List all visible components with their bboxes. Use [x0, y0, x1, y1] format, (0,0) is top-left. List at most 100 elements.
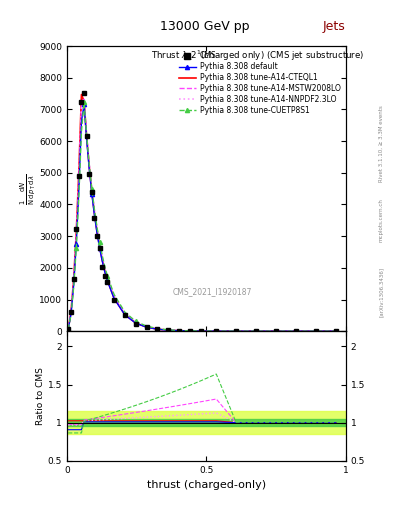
- Pythia 8.308 tune-A14-NNPDF2.3LO: [134, 319, 138, 326]
- Pythia 8.308 tune-CUETP8S1: [97, 240, 102, 246]
- Pythia 8.308 default: [71, 282, 76, 288]
- Pythia 8.308 tune-A14-MSTW2008LO: [97, 241, 102, 247]
- Pythia 8.308 tune-A14-NNPDF2.3LO: [294, 328, 298, 334]
- Pythia 8.308 tune-A14-CTEQL1: [214, 328, 219, 334]
- CMS: [254, 328, 259, 334]
- Pythia 8.308 default: [166, 327, 171, 333]
- CMS: [71, 276, 76, 282]
- Pythia 8.308 tune-CUETP8S1: [66, 326, 71, 332]
- CMS: [314, 328, 318, 334]
- Pythia 8.308 tune-A14-MSTW2008LO: [177, 328, 182, 334]
- Pythia 8.308 tune-CUETP8S1: [166, 327, 171, 333]
- Text: mcplots.cern.ch: mcplots.cern.ch: [379, 198, 384, 242]
- Pythia 8.308 tune-A14-CTEQL1: [177, 328, 182, 334]
- Pythia 8.308 default: [100, 258, 105, 264]
- CMS: [112, 297, 116, 303]
- Pythia 8.308 default: [66, 326, 71, 332]
- CMS: [294, 328, 298, 334]
- Pythia 8.308 tune-A14-NNPDF2.3LO: [84, 133, 89, 139]
- CMS: [92, 216, 97, 222]
- Pythia 8.308 tune-A14-NNPDF2.3LO: [105, 276, 110, 282]
- Pythia 8.308 default: [254, 328, 259, 334]
- Line: Pythia 8.308 tune-A14-CTEQL1: Pythia 8.308 tune-A14-CTEQL1: [68, 95, 336, 331]
- Pythia 8.308 tune-A14-CTEQL1: [71, 276, 76, 282]
- Text: CMS_2021_I1920187: CMS_2021_I1920187: [172, 287, 252, 296]
- Pythia 8.308 default: [103, 269, 107, 275]
- Pythia 8.308 tune-A14-CTEQL1: [105, 277, 110, 283]
- Pythia 8.308 default: [294, 328, 298, 334]
- Pythia 8.308 tune-CUETP8S1: [334, 328, 338, 334]
- Pythia 8.308 tune-A14-NNPDF2.3LO: [87, 163, 92, 169]
- Pythia 8.308 tune-A14-CTEQL1: [103, 268, 107, 274]
- Pythia 8.308 default: [177, 328, 182, 334]
- CMS: [188, 328, 193, 334]
- Line: CMS: CMS: [66, 90, 338, 334]
- Pythia 8.308 tune-CUETP8S1: [254, 328, 259, 334]
- Pythia 8.308 tune-A14-CTEQL1: [84, 134, 89, 140]
- Pythia 8.308 tune-A14-MSTW2008LO: [90, 186, 94, 192]
- Pythia 8.308 tune-A14-NNPDF2.3LO: [95, 227, 99, 233]
- Pythia 8.308 default: [79, 118, 84, 124]
- Pythia 8.308 tune-A14-CTEQL1: [334, 328, 338, 334]
- CMS: [144, 325, 149, 331]
- Pythia 8.308 tune-A14-CTEQL1: [274, 328, 278, 334]
- Pythia 8.308 tune-CUETP8S1: [144, 323, 149, 329]
- Pythia 8.308 tune-A14-CTEQL1: [77, 168, 81, 174]
- Pythia 8.308 tune-CUETP8S1: [105, 273, 110, 279]
- Pythia 8.308 tune-A14-CTEQL1: [97, 244, 102, 250]
- Pythia 8.308 tune-A14-NNPDF2.3LO: [254, 328, 259, 334]
- Pythia 8.308 tune-CUETP8S1: [82, 99, 86, 105]
- Pythia 8.308 tune-A14-CTEQL1: [95, 228, 99, 234]
- Pythia 8.308 tune-CUETP8S1: [74, 245, 79, 251]
- CMS: [166, 327, 171, 333]
- Pythia 8.308 tune-A14-MSTW2008LO: [66, 326, 71, 332]
- Pythia 8.308 tune-A14-NNPDF2.3LO: [166, 327, 171, 333]
- Pythia 8.308 tune-A14-NNPDF2.3LO: [92, 209, 97, 216]
- Pythia 8.308 tune-A14-CTEQL1: [82, 98, 86, 104]
- Pythia 8.308 tune-A14-MSTW2008LO: [254, 328, 259, 334]
- Pythia 8.308 tune-A14-NNPDF2.3LO: [177, 328, 182, 334]
- Text: Thrust $\lambda\_2^1$(charged only) (CMS jet substructure): Thrust $\lambda\_2^1$(charged only) (CMS…: [151, 49, 364, 63]
- Pythia 8.308 tune-A14-CTEQL1: [79, 92, 84, 98]
- CMS: [95, 232, 99, 239]
- CMS: [234, 328, 239, 334]
- Pythia 8.308 default: [314, 328, 318, 334]
- CMS: [177, 328, 182, 334]
- Pythia 8.308 tune-CUETP8S1: [95, 224, 99, 230]
- Pythia 8.308 tune-A14-MSTW2008LO: [112, 293, 116, 299]
- Pythia 8.308 tune-A14-MSTW2008LO: [105, 274, 110, 281]
- Pythia 8.308 tune-A14-NNPDF2.3LO: [103, 267, 107, 273]
- Pythia 8.308 tune-A14-NNPDF2.3LO: [314, 328, 318, 334]
- Pythia 8.308 tune-A14-NNPDF2.3LO: [198, 328, 203, 334]
- Pythia 8.308 tune-A14-NNPDF2.3LO: [214, 328, 219, 334]
- Pythia 8.308 tune-A14-MSTW2008LO: [84, 131, 89, 137]
- Pythia 8.308 tune-A14-NNPDF2.3LO: [77, 176, 81, 182]
- Text: Rivet 3.1.10, ≥ 3.3M events: Rivet 3.1.10, ≥ 3.3M events: [379, 105, 384, 182]
- Pythia 8.308 tune-A14-MSTW2008LO: [74, 234, 79, 240]
- Pythia 8.308 tune-A14-NNPDF2.3LO: [274, 328, 278, 334]
- Pythia 8.308 tune-A14-NNPDF2.3LO: [90, 188, 94, 194]
- Pythia 8.308 default: [74, 241, 79, 247]
- Pythia 8.308 tune-A14-MSTW2008LO: [134, 319, 138, 325]
- Pythia 8.308 tune-CUETP8S1: [79, 129, 84, 135]
- Pythia 8.308 tune-CUETP8S1: [198, 328, 203, 334]
- Pythia 8.308 tune-A14-MSTW2008LO: [103, 265, 107, 271]
- CMS: [134, 321, 138, 327]
- Pythia 8.308 default: [69, 311, 73, 317]
- Pythia 8.308 tune-A14-NNPDF2.3LO: [66, 326, 71, 332]
- Pythia 8.308 tune-A14-NNPDF2.3LO: [234, 328, 239, 334]
- Y-axis label: Ratio to CMS: Ratio to CMS: [36, 367, 45, 425]
- Pythia 8.308 tune-A14-CTEQL1: [314, 328, 318, 334]
- Pythia 8.308 tune-CUETP8S1: [294, 328, 298, 334]
- Pythia 8.308 tune-CUETP8S1: [134, 318, 138, 325]
- Pythia 8.308 tune-CUETP8S1: [92, 206, 97, 212]
- Pythia 8.308 tune-A14-NNPDF2.3LO: [71, 279, 76, 285]
- Pythia 8.308 tune-A14-CTEQL1: [134, 320, 138, 326]
- Pythia 8.308 default: [87, 166, 92, 172]
- Pythia 8.308 tune-A14-MSTW2008LO: [95, 225, 99, 231]
- Pythia 8.308 default: [144, 324, 149, 330]
- Line: Pythia 8.308 tune-A14-NNPDF2.3LO: Pythia 8.308 tune-A14-NNPDF2.3LO: [68, 101, 336, 331]
- Pythia 8.308 default: [82, 101, 86, 108]
- CMS: [66, 326, 71, 332]
- Pythia 8.308 default: [234, 328, 239, 334]
